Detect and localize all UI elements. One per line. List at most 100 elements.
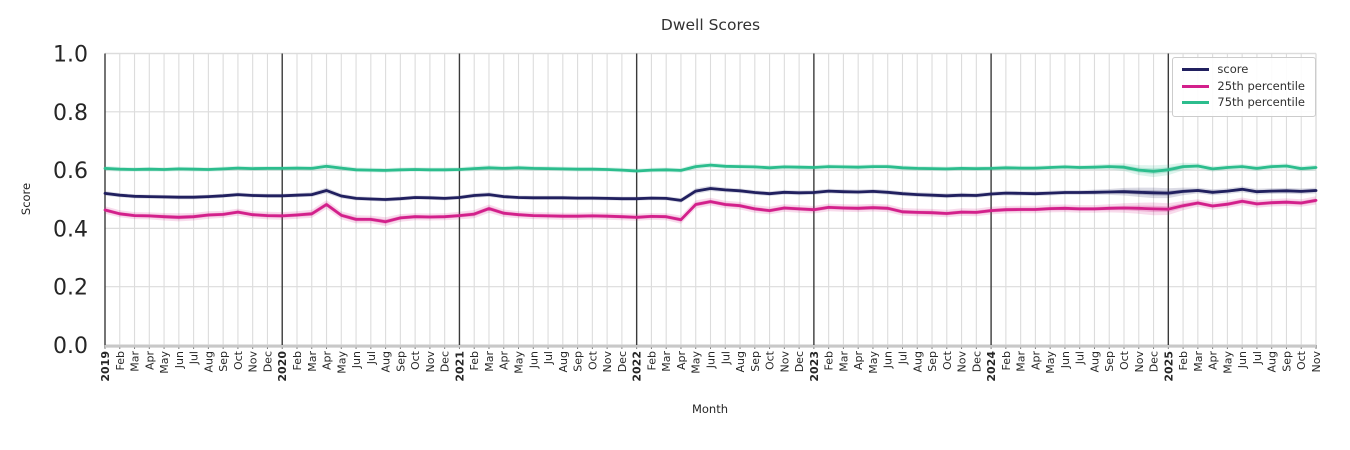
x-tick-label: May: [867, 351, 880, 374]
x-tick-label: Aug: [1266, 351, 1279, 372]
x-tick-label: Aug: [1089, 351, 1102, 372]
x-tick-label: Jul: [542, 351, 555, 365]
x-tick-label: Nov: [247, 351, 260, 373]
x-tick-label: Apr: [321, 351, 334, 371]
y-tick-label: 1.0: [53, 43, 88, 68]
x-tick-label: Aug: [557, 351, 570, 372]
x-tick-label: Dec: [1148, 351, 1161, 372]
x-tick-label: Mar: [483, 351, 496, 372]
x-tick-label: May: [158, 351, 171, 374]
x-tick-label: Dec: [262, 351, 275, 372]
x-tick-label: 2024: [985, 351, 998, 382]
x-tick-label: Jul: [897, 351, 910, 365]
x-tick-label: 2025: [1162, 351, 1175, 382]
x-axis-title: Month: [692, 402, 728, 416]
series-line: [103, 187, 1318, 202]
legend-item-25th-percentile: 25th percentile: [1182, 78, 1305, 93]
y-tick-label: 0.6: [53, 159, 88, 184]
x-tick-label: 2019: [99, 351, 112, 382]
x-tick-label: Apr: [498, 351, 511, 371]
x-tick-label: May: [335, 351, 348, 374]
x-tick-label: Mar: [1192, 351, 1205, 372]
x-tick-label: 2023: [808, 351, 821, 382]
x-tick-label: Aug: [380, 351, 393, 372]
x-tick-label: Sep: [1103, 351, 1116, 372]
x-tick-label: Nov: [424, 351, 437, 373]
series-band: [105, 162, 1316, 178]
x-tick-label: Mar: [660, 351, 673, 372]
legend-item-75th-percentile: 75th percentile: [1182, 95, 1305, 109]
x-tick-label: Sep: [926, 351, 939, 372]
x-tick-label: Dec: [970, 351, 983, 372]
x-tick-label: Feb: [468, 351, 481, 370]
x-tick-label: Jul: [1074, 351, 1087, 365]
series-line: [103, 199, 1318, 224]
x-tick-label: Nov: [1133, 351, 1146, 373]
x-tick-label: Apr: [675, 351, 688, 371]
x-tick-label: Jul: [719, 351, 732, 365]
75th-percentile-line-swatch-icon: [1182, 101, 1210, 105]
legend-label: score: [1217, 62, 1249, 76]
chart-title: Dwell Scores: [660, 16, 761, 34]
x-tick-label: Jun: [1236, 351, 1249, 369]
x-tick-label: Sep: [394, 351, 407, 372]
x-tick-label: May: [690, 351, 703, 374]
y-tick-label: 0.0: [53, 334, 88, 359]
x-tick-label: Aug: [734, 351, 747, 372]
x-tick-label: Feb: [1000, 351, 1013, 370]
x-tick-label: Mar: [837, 351, 850, 372]
x-tick-label: Sep: [572, 351, 585, 372]
x-tick-label: Apr: [1029, 351, 1042, 371]
x-tick-label: May: [1221, 351, 1234, 374]
x-tick-label: Feb: [645, 351, 658, 370]
x-tick-label: Mar: [129, 351, 142, 372]
x-tick-label: Jun: [173, 351, 186, 369]
x-tick-label: Dec: [793, 351, 806, 372]
x-tick-label: Nov: [956, 351, 969, 373]
x-tick-label: 2021: [453, 351, 466, 382]
x-tick-label: Oct: [409, 350, 422, 370]
legend-label: 25th percentile: [1217, 78, 1305, 93]
x-tick-label: Nov: [778, 351, 791, 373]
25th-percentile-line-swatch-icon: [1182, 84, 1210, 88]
x-tick-label: Nov: [601, 351, 614, 373]
x-tick-label: Apr: [143, 351, 156, 371]
x-tick-label: May: [513, 351, 526, 374]
x-tick-label: Nov: [1310, 351, 1323, 373]
legend-label: 75th percentile: [1217, 95, 1305, 109]
y-axis-title: Score: [19, 183, 33, 215]
x-tick-label: Jul: [1251, 351, 1264, 365]
x-tick-label: Aug: [202, 351, 215, 372]
x-tick-label: Oct: [586, 350, 599, 370]
x-tick-label: Jul: [188, 351, 201, 365]
x-tick-label: Oct: [1295, 350, 1308, 370]
x-tick-label: Jun: [350, 351, 363, 369]
x-tick-label: Jun: [705, 351, 718, 369]
series-line: [103, 163, 1318, 173]
x-tick-label: Jun: [1059, 351, 1072, 369]
x-tick-label: Feb: [1177, 351, 1190, 370]
score-line-swatch-icon: [1182, 68, 1210, 72]
y-tick-label: 0.2: [53, 276, 88, 301]
legend: score 25th percentile 75th percentile: [1172, 57, 1316, 117]
x-tick-label: May: [1044, 351, 1057, 374]
x-tick-label: Sep: [1281, 351, 1294, 372]
x-tick-label: Oct: [1118, 350, 1131, 370]
x-tick-label: Sep: [217, 351, 230, 372]
x-tick-label: Feb: [291, 351, 304, 370]
x-tick-label: 2022: [631, 351, 644, 382]
x-tick-label: Apr: [852, 351, 865, 371]
y-tick-label: 0.8: [53, 101, 88, 126]
x-tick-label: Oct: [232, 350, 245, 370]
x-tick-label: Mar: [1015, 351, 1028, 372]
x-tick-label: Oct: [941, 350, 954, 370]
x-tick-label: Apr: [1207, 351, 1220, 371]
x-tick-label: Jun: [882, 351, 895, 369]
x-tick-label: Sep: [749, 351, 762, 372]
x-tick-label: Feb: [823, 351, 836, 370]
x-tick-label: Oct: [764, 350, 777, 370]
legend-item-score: score: [1182, 62, 1305, 76]
